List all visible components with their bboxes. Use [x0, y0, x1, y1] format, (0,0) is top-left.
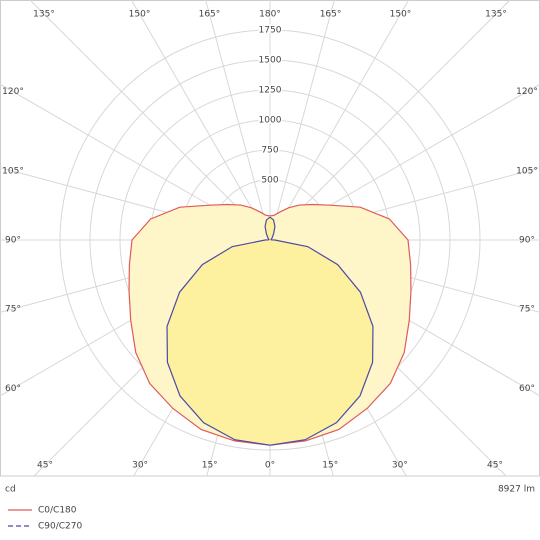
- curve-line: [269, 203, 412, 446]
- grid-spoke: [269, 0, 409, 241]
- angle-label: 15°: [322, 461, 338, 471]
- flux-label: 8927 lm: [498, 485, 535, 495]
- angle-label: 135°: [33, 10, 55, 20]
- angle-label: 15°: [202, 461, 218, 471]
- legend-label: C0/C180: [38, 506, 77, 516]
- r-tick-label: 1000: [259, 116, 282, 126]
- r-tick-label: 500: [261, 176, 278, 186]
- angle-label: 135°: [485, 10, 507, 20]
- angle-label: 105°: [2, 167, 24, 177]
- angle-label: 75°: [519, 304, 535, 314]
- curve-line: [166, 216, 271, 446]
- angle-label: 90°: [519, 236, 535, 246]
- angle-label: 60°: [519, 384, 535, 394]
- legend-label: C90/C270: [38, 522, 83, 532]
- r-tick-label: 1750: [259, 26, 282, 36]
- grid-spoke: [205, 0, 271, 241]
- legend: C0/C180 C90/C270: [8, 506, 83, 532]
- curve-line: [269, 216, 374, 446]
- grid-spoke: [269, 0, 335, 241]
- angle-label: 120°: [2, 87, 24, 97]
- grid-spoke: [131, 0, 271, 241]
- angle-label: 45°: [37, 461, 53, 471]
- angle-label: 75°: [5, 304, 21, 314]
- angle-label: 30°: [132, 461, 148, 471]
- curves: [128, 203, 412, 446]
- angle-label: 60°: [5, 384, 21, 394]
- angle-label: 0°: [265, 461, 275, 471]
- grid-spoke: [29, 0, 271, 241]
- r-tick-label: 1250: [259, 86, 282, 96]
- angle-label: 120°: [516, 87, 538, 97]
- angle-label: 150°: [390, 10, 412, 20]
- angle-label: 45°: [487, 461, 503, 471]
- r-tick-label: 1500: [259, 56, 282, 66]
- angle-label: 165°: [199, 10, 221, 20]
- angle-label: 180°: [259, 10, 281, 20]
- unit-label: cd: [5, 485, 16, 495]
- curve-area: [167, 217, 373, 446]
- angle-label: 105°: [516, 167, 538, 177]
- r-tick-label: 750: [261, 146, 278, 156]
- angle-label: 90°: [5, 236, 21, 246]
- angle-label: 30°: [392, 461, 408, 471]
- angle-label: 165°: [320, 10, 342, 20]
- grid-spoke: [269, 0, 511, 241]
- labels: 0° 15° 15° 30° 30° 45° 45° 60° 60° 75° 75° 90° 90° 10…: [2, 10, 538, 471]
- angle-label: 150°: [129, 10, 151, 20]
- curve-line: [128, 203, 271, 446]
